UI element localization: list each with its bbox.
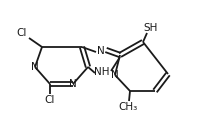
Text: Cl: Cl xyxy=(17,28,27,38)
Text: Cl: Cl xyxy=(45,95,55,105)
Text: CH₃: CH₃ xyxy=(118,102,138,112)
Text: N: N xyxy=(31,62,39,72)
Text: SH: SH xyxy=(144,23,158,33)
Text: N: N xyxy=(111,70,119,80)
Text: NH: NH xyxy=(94,67,110,77)
Text: N: N xyxy=(69,79,77,89)
Text: N: N xyxy=(97,46,105,56)
